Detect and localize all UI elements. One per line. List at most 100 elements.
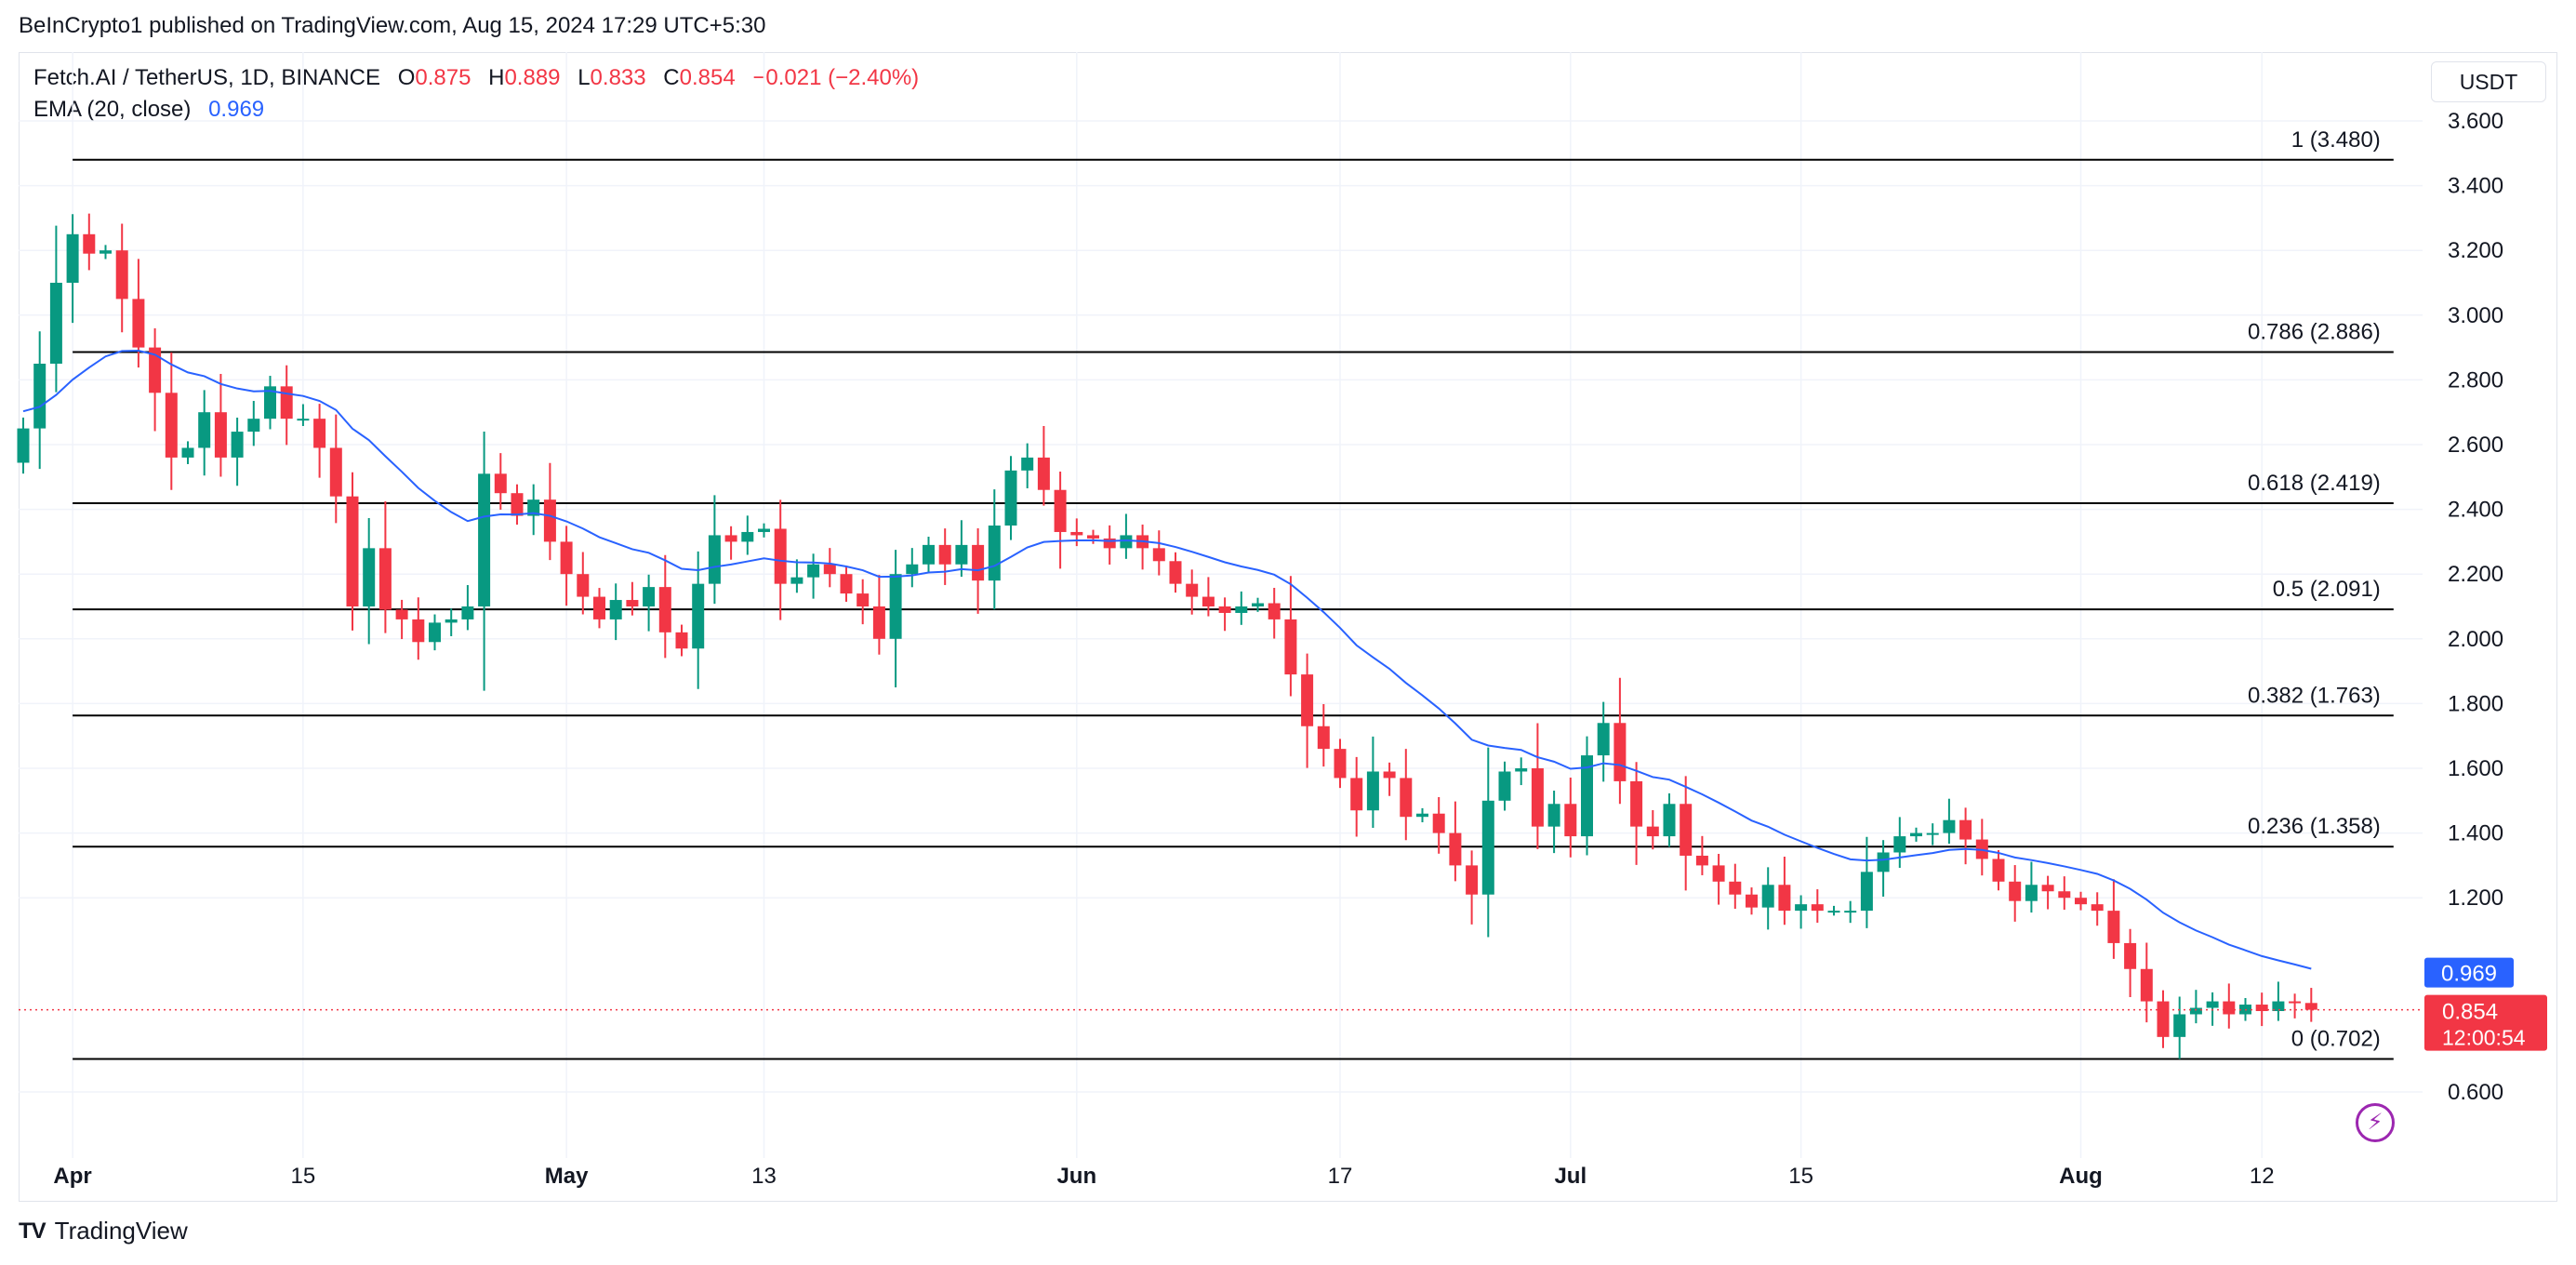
candle-body (494, 473, 507, 494)
candle-body (1070, 531, 1083, 536)
candle-body (1366, 771, 1379, 811)
candle-body (264, 386, 276, 419)
tradingview-brand: TradingView (54, 1217, 188, 1245)
candle-body (2009, 881, 2022, 901)
symbol-label[interactable]: Fetch.AI / TetherUS, 1D, BINANCE (33, 65, 381, 90)
candle-body (165, 393, 178, 458)
candle-body (83, 233, 96, 254)
candle-body (1893, 836, 1906, 853)
currency-button[interactable]: USDT (2431, 61, 2546, 102)
candle-body (445, 619, 458, 623)
candle-body (1054, 489, 1067, 532)
candle-body (1746, 894, 1758, 908)
candle-body (1630, 780, 1643, 827)
candle-body (1515, 768, 1528, 772)
countdown-label: 12:00:54 (2442, 1026, 2526, 1050)
x-tick-label: Jun (1056, 1164, 1096, 1189)
candle-body (1613, 723, 1627, 781)
candle-body (297, 419, 310, 421)
candle-body (774, 528, 787, 584)
candle-body (988, 526, 1001, 581)
candle-body (1860, 872, 1873, 912)
candle-body (527, 499, 540, 516)
candle-body (1449, 832, 1462, 866)
y-tick-label: 1.600 (2448, 756, 2503, 781)
ema-legend: EMA (20, close) 0.969 (33, 97, 264, 123)
candle-body (2157, 1001, 2170, 1037)
candle-body (2272, 1001, 2285, 1011)
candle-body (1712, 865, 1725, 882)
open-label: O (397, 65, 416, 90)
candle-body (115, 250, 128, 300)
candle-body (1037, 457, 1050, 490)
candle-body (33, 364, 46, 429)
candle-body (1564, 804, 1577, 837)
candle-body (823, 564, 836, 575)
candle-body (658, 587, 671, 632)
candle-body (626, 600, 639, 606)
tradingview-footer[interactable]: TV TradingView (19, 1217, 188, 1245)
candle-body (1004, 470, 1017, 526)
close-value: 0.854 (679, 65, 736, 90)
candle-body (906, 564, 919, 575)
fib-level-label: 0.382 (1.763) (2248, 683, 2381, 708)
candle-body (1761, 885, 1774, 908)
y-tick-label: 2.200 (2448, 562, 2503, 587)
candle-body (247, 419, 260, 433)
x-tick-label: Aug (2059, 1164, 2103, 1189)
lightning-icon[interactable]: ⚡ (2356, 1103, 2395, 1142)
candle-body (1120, 535, 1133, 549)
candle-body (149, 347, 162, 393)
candle-body (1926, 832, 1939, 835)
open-value: 0.875 (415, 65, 471, 90)
candle-body (2025, 885, 2038, 901)
y-tick-label: 2.800 (2448, 367, 2503, 393)
candle-body (543, 499, 556, 542)
candle-body (807, 564, 820, 578)
candle-body (132, 299, 145, 348)
x-tick-label: 17 (1328, 1164, 1353, 1189)
candle-body (1252, 603, 1264, 606)
candle-body (840, 574, 853, 594)
candle-body (889, 574, 902, 639)
candle-body (2206, 1001, 2219, 1008)
candle-body (1317, 726, 1330, 750)
candle-body (1334, 749, 1347, 779)
tradingview-logo-icon: TV (19, 1218, 46, 1244)
y-tick-label: 2.400 (2448, 498, 2503, 523)
high-value: 0.889 (504, 65, 561, 90)
candle-body (2189, 1007, 2202, 1015)
candle-body (1531, 768, 1544, 827)
y-tick-label: 1.400 (2448, 821, 2503, 846)
candle-body (938, 544, 951, 565)
close-label: C (663, 65, 680, 90)
x-tick-label: Apr (53, 1164, 91, 1189)
candle-body (511, 493, 524, 516)
candle-body (2173, 1014, 2186, 1037)
candle-body (1301, 674, 1314, 726)
y-tick-label: 3.200 (2448, 238, 2503, 263)
y-tick-label: 0.600 (2448, 1080, 2503, 1105)
candle-body (1877, 852, 1890, 872)
x-tick-label: 15 (1788, 1164, 1813, 1189)
candle-body (181, 447, 194, 458)
candle-body (1811, 904, 1824, 912)
candle-body (1416, 813, 1428, 818)
ema-line (22, 349, 2312, 970)
candle-body (1400, 778, 1413, 818)
candle-body (1729, 881, 1742, 895)
candle-body (675, 632, 688, 649)
chart-frame (19, 52, 2557, 1202)
candle-body (1597, 723, 1610, 756)
candle-body (758, 528, 770, 532)
candle-body (461, 606, 474, 619)
candle-body (280, 386, 293, 419)
candle-body (923, 544, 935, 565)
ema-label[interactable]: EMA (20, close) (33, 97, 192, 122)
candle-body (955, 544, 968, 565)
fib-level-label: 0.5 (2.091) (2273, 577, 2381, 602)
candle-body (1695, 855, 1708, 866)
high-label: H (488, 65, 505, 90)
candle-body (313, 419, 326, 448)
